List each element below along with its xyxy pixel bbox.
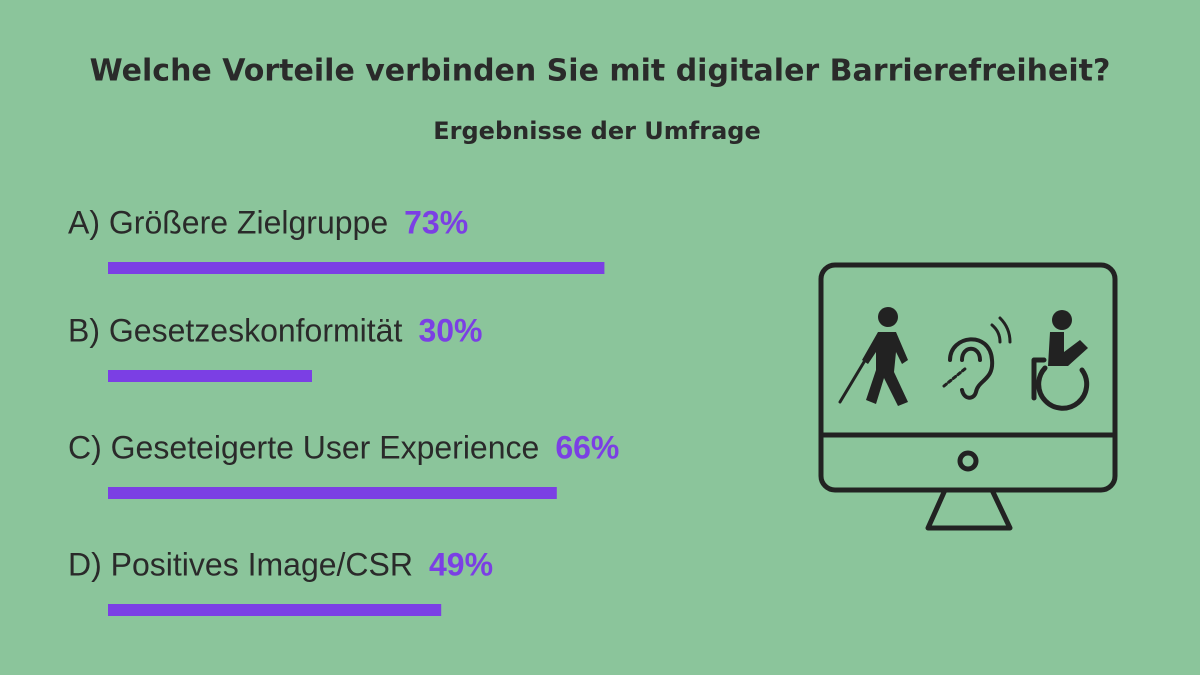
category-label: B) Gesetzeskonformität [68,312,402,348]
bar [108,604,442,616]
category-label: A) Größere Zielgruppe [68,204,388,240]
bar [108,370,312,382]
value-label: 49% [429,546,493,582]
bar [108,487,557,499]
monitor-icon [818,262,1118,531]
chart-title: Welche Vorteile verbinden Sie mit digita… [90,54,1111,89]
value-label: 66% [555,429,619,465]
chart-subtitle: Ergebnisse der Umfrage [433,117,760,145]
value-label: 73% [404,204,468,240]
value-label: 30% [418,312,482,348]
bar [108,262,605,274]
category-label: C) Geseteigerte User Experience [68,429,539,465]
category-label: D) Positives Image/CSR [68,546,413,582]
